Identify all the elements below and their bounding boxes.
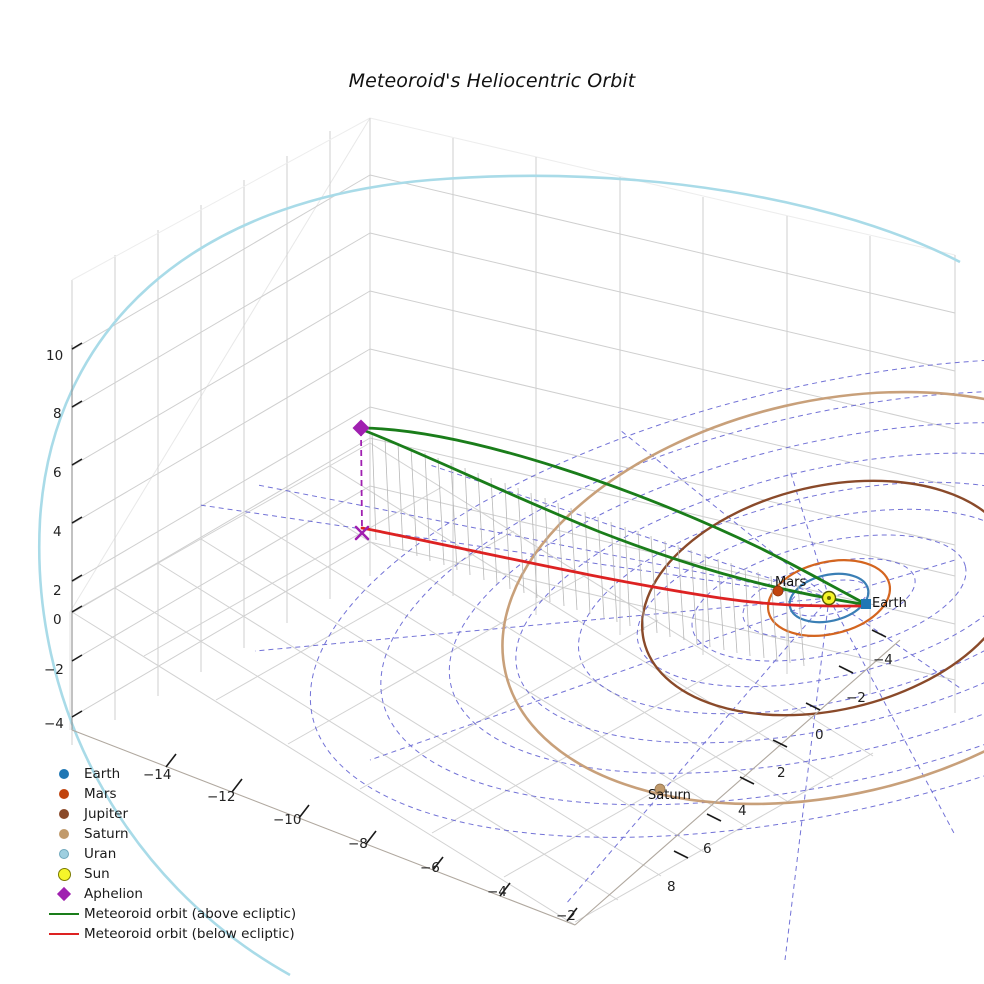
legend-item-aphelion[interactable]: Aphelion xyxy=(44,884,296,904)
orbit-stem-lines xyxy=(371,431,805,667)
marker-saturn xyxy=(654,783,666,795)
orbit-saturn xyxy=(501,390,984,806)
axis-tick-marks xyxy=(71,342,887,922)
y-axis-tick-3: 2 xyxy=(777,765,786,781)
z-axis-tick-2: 6 xyxy=(53,465,62,481)
z-axis-tick-1: 8 xyxy=(53,406,62,422)
legend-swatch-6 xyxy=(56,886,72,902)
legend: Earth Mars Jupiter Saturn Uran Sun Aphelion Met… xyxy=(44,764,296,944)
marker-mars xyxy=(772,585,784,597)
legend-item-label: Aphelion xyxy=(84,886,143,902)
legend-dot-marker-icon xyxy=(44,789,84,799)
z-axis-tick-6: −2 xyxy=(44,662,64,678)
legend-item-mars[interactable]: Mars xyxy=(44,784,296,804)
y-axis-tick-4: 4 xyxy=(738,803,747,819)
legend-item-label: Meteoroid orbit (below ecliptic) xyxy=(84,926,295,942)
legend-swatch-7 xyxy=(49,913,79,915)
legend-swatch-8 xyxy=(49,933,79,935)
ecliptic-polar-grid xyxy=(199,358,984,961)
legend-dot-marker-icon xyxy=(44,809,84,819)
y-axis-tick-5: 6 xyxy=(703,841,712,857)
legend-item-meteoroid-orbit-above-ecliptic[interactable]: Meteoroid orbit (above ecliptic) xyxy=(44,904,296,924)
legend-item-uran[interactable]: Uran xyxy=(44,844,296,864)
aphelion-projection-x-marker xyxy=(354,525,370,541)
body-label-saturn: Saturn xyxy=(648,788,691,803)
y-axis-tick-2: 0 xyxy=(815,727,824,743)
x-axis-tick-6: −2 xyxy=(556,908,576,924)
body-label-earth: Earth xyxy=(872,596,907,611)
legend-dot-marker-icon xyxy=(44,829,84,839)
meteoroid-orbit-below-ecliptic xyxy=(360,526,868,608)
z-axis-tick-4: 2 xyxy=(53,583,62,599)
chart-title: Meteoroid's Heliocentric Orbit xyxy=(348,70,636,92)
orbit-earth xyxy=(788,572,870,624)
x-axis-tick-0: −14 xyxy=(143,767,172,783)
marker-earth xyxy=(861,599,871,609)
z-axis-tick-0: 10 xyxy=(46,348,64,364)
z-axis-tick-5: 0 xyxy=(53,612,62,628)
z-axis-tick-7: −4 xyxy=(44,716,64,732)
legend-diamond-marker-icon xyxy=(44,886,84,902)
legend-swatch-0 xyxy=(59,769,69,779)
legend-item-meteoroid-orbit-below-ecliptic[interactable]: Meteoroid orbit (below ecliptic) xyxy=(44,924,296,944)
legend-item-label: Sun xyxy=(84,866,110,882)
x-axis-tick-4: −6 xyxy=(420,860,440,876)
legend-item-label: Uran xyxy=(84,846,117,862)
legend-item-label: Saturn xyxy=(84,826,129,842)
legend-swatch-4 xyxy=(59,849,69,859)
marker-sun xyxy=(821,590,837,606)
legend-item-jupiter[interactable]: Jupiter xyxy=(44,804,296,824)
axis-spines xyxy=(71,345,901,926)
legend-swatch-2 xyxy=(59,809,69,819)
legend-item-label: Jupiter xyxy=(84,806,129,822)
legend-item-label: Meteoroid orbit (above ecliptic) xyxy=(84,906,297,922)
aphelion-marker xyxy=(352,419,370,437)
legend-item-saturn[interactable]: Saturn xyxy=(44,824,296,844)
orbit-jupiter xyxy=(640,479,984,717)
x-axis-tick-3: −8 xyxy=(348,836,368,852)
legend-item-label: Mars xyxy=(84,786,117,802)
pane-back-right xyxy=(369,117,956,713)
aphelion-drop-line xyxy=(360,429,363,531)
body-label-mars: Mars xyxy=(775,575,807,590)
orbit-mars xyxy=(766,559,892,637)
x-axis-tick-1: −12 xyxy=(207,789,236,805)
y-axis-tick-0: −4 xyxy=(873,652,893,668)
meteoroid-orbit-above-ecliptic xyxy=(361,426,864,606)
legend-item-sun[interactable]: Sun xyxy=(44,864,296,884)
legend-dot-marker-icon xyxy=(44,769,84,779)
x-axis-tick-5: −4 xyxy=(487,884,507,900)
y-axis-tick-6: 8 xyxy=(667,879,676,895)
legend-swatch-5 xyxy=(57,867,71,881)
y-axis-tick-1: −2 xyxy=(846,690,866,706)
legend-item-earth[interactable]: Earth xyxy=(44,764,296,784)
legend-swatch-3 xyxy=(59,829,69,839)
legend-line-swatch xyxy=(44,933,84,935)
pane-back-left xyxy=(69,117,371,745)
legend-item-label: Earth xyxy=(84,766,121,782)
legend-line-swatch xyxy=(44,913,84,915)
z-axis-tick-3: 4 xyxy=(53,524,62,540)
x-axis-tick-2: −10 xyxy=(273,812,302,828)
orbit-uranus xyxy=(37,174,961,977)
legend-swatch-1 xyxy=(59,789,69,799)
legend-dot-marker-icon xyxy=(44,849,84,859)
legend-dot-marker-icon xyxy=(44,867,84,881)
